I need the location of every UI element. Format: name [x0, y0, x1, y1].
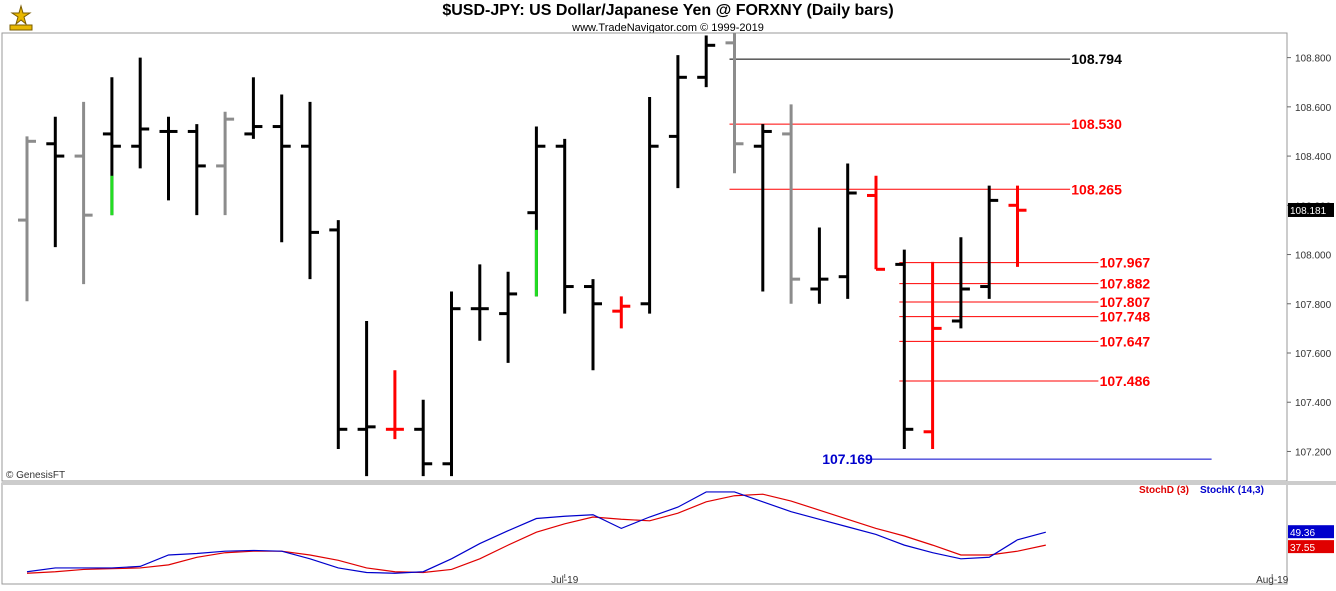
- ohlc-bar: [46, 116, 65, 248]
- price-axis-label: 107.400: [1295, 398, 1332, 409]
- stoch-k-value: 49.36: [1290, 528, 1315, 539]
- ohlc-bar: [612, 296, 631, 329]
- ohlc-bar: [527, 126, 546, 297]
- stoch-d-line: [26, 493, 1046, 574]
- price-axis-label: 108.800: [1295, 54, 1332, 65]
- level-label: 107.807: [1100, 294, 1151, 310]
- stoch-d-tag: [1288, 540, 1334, 554]
- ohlc-bar: [216, 111, 235, 216]
- ohlc-bar: [18, 136, 36, 302]
- ohlc-bar: [385, 370, 404, 440]
- ohlc-bar: [159, 116, 178, 201]
- trade-navigator-logo-icon: [6, 4, 36, 37]
- price-axis-label: 107.800: [1295, 300, 1332, 311]
- level-label: 107.647: [1100, 333, 1151, 349]
- ohlc-bar: [555, 138, 574, 314]
- stoch-k-line: [26, 491, 1046, 574]
- price-panel-border: [1, 32, 1288, 482]
- ohlc-bar: [697, 35, 716, 88]
- ohlc-bar: [329, 220, 348, 449]
- ohlc-bar: [725, 33, 744, 174]
- ohlc-bar: [102, 77, 121, 216]
- ohlc-bar: [187, 124, 206, 216]
- price-axis-label: 107.600: [1295, 349, 1332, 360]
- date-axis-label: Jul-19: [551, 575, 579, 586]
- ohlc-bar: [584, 279, 602, 371]
- last-price-value: 108.181: [1290, 206, 1327, 217]
- ohlc-bar: [74, 101, 93, 285]
- ohlc-bar: [499, 271, 518, 363]
- ohlc-bar: [923, 261, 942, 449]
- level-label: 107.169: [822, 451, 873, 467]
- stoch-d-value: 37.55: [1290, 543, 1315, 554]
- stoch-d-legend: StochD (3): [1139, 485, 1189, 496]
- level-label: 108.265: [1071, 181, 1122, 197]
- last-price-tag: [1288, 202, 1334, 217]
- ohlc-bar: [753, 124, 772, 292]
- ohlc-bar: [131, 57, 150, 169]
- ohlc-bar: [782, 104, 801, 304]
- level-label: 107.486: [1100, 373, 1151, 389]
- ohlc-bar: [442, 291, 461, 477]
- ohlc-bar: [895, 249, 914, 449]
- date-axis-label: Aug-19: [1256, 575, 1289, 586]
- level-label: 107.967: [1100, 255, 1151, 271]
- ohlc-bar: [838, 163, 857, 299]
- ohlc-bar: [357, 321, 376, 477]
- level-label: 108.530: [1071, 116, 1122, 132]
- ohlc-bar: [301, 101, 319, 280]
- price-axis-label: 108.400: [1295, 152, 1332, 163]
- level-label: 108.794: [1071, 51, 1122, 67]
- genesisft-watermark: © GenesisFT: [6, 470, 65, 481]
- price-axis-label: 108.600: [1295, 103, 1332, 114]
- price-axis-label: 107.200: [1295, 447, 1332, 458]
- ohlc-bar: [414, 399, 433, 477]
- ohlc-bar: [272, 94, 291, 243]
- ohlc-bar: [810, 227, 829, 304]
- level-label: 107.748: [1100, 309, 1151, 325]
- price-axis-label: 108.000: [1295, 251, 1332, 262]
- ohlc-bar: [244, 77, 263, 139]
- ohlc-bar: [867, 175, 885, 271]
- ohlc-bar: [470, 264, 489, 341]
- ohlc-bar: [640, 97, 659, 314]
- ohlc-bar: [951, 237, 970, 329]
- chart-title: $USD-JPY: US Dollar/Japanese Yen @ FORXN…: [442, 2, 894, 19]
- stoch-k-legend: StochK (14,3): [1200, 485, 1264, 496]
- stochastic-panel-border: [1, 482, 1288, 585]
- stoch-k-tag: [1288, 525, 1334, 539]
- ohlc-bar: [1008, 185, 1027, 267]
- level-label: 107.882: [1100, 276, 1151, 292]
- chart-subtitle: www.TradeNavigator.com © 1999-2019: [572, 22, 764, 34]
- ohlc-bar: [980, 185, 999, 299]
- ohlc-bar: [668, 55, 687, 189]
